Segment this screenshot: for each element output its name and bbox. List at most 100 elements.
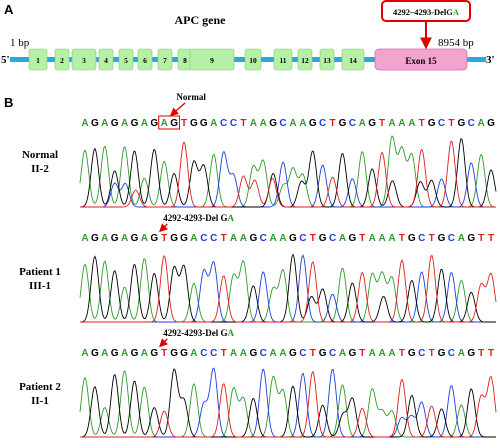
base-letter: A [260, 118, 267, 129]
base-letter: A [101, 233, 108, 244]
base-letter: A [398, 118, 405, 129]
base-letter: C [260, 348, 267, 359]
base-letter: A [339, 233, 346, 244]
base-letter: G [150, 118, 158, 129]
base-letter: C [299, 233, 306, 244]
base-letter: C [448, 348, 455, 359]
base-letter: T [399, 233, 405, 244]
base-letter: A [141, 118, 148, 129]
exon15-label: Exon 15 [405, 56, 437, 66]
base-letter: G [408, 348, 416, 359]
exon-5-label: 5 [124, 56, 128, 65]
panel-a-letter: A [4, 2, 14, 17]
base-letter: G [111, 118, 119, 129]
normal-annotation: Normal [176, 92, 206, 102]
base-letter: T [161, 233, 167, 244]
exon-2-box [54, 48, 70, 71]
base-letter: C [210, 348, 217, 359]
base-letter: T [310, 348, 316, 359]
base-letter: A [279, 233, 286, 244]
deletion-annotation: 4292-4293-Del GA [163, 213, 234, 223]
base-letter: A [270, 348, 277, 359]
base-letter: G [200, 118, 208, 129]
base-letter: T [488, 348, 494, 359]
exon-13-box [319, 48, 335, 71]
track-3-label-line1: Patient 2 [19, 381, 61, 393]
base-letter: A [388, 118, 395, 129]
base-letter: A [289, 118, 296, 129]
base-letter: A [81, 118, 88, 129]
base-letter: T [330, 118, 336, 129]
base-letter: C [448, 233, 455, 244]
base-letter: G [339, 118, 347, 129]
exon-9-label: 9 [210, 56, 214, 65]
base-letter: A [161, 118, 168, 129]
base-letter: A [141, 233, 148, 244]
base-letter: C [279, 118, 286, 129]
trace-T [80, 254, 497, 323]
trace-A [79, 135, 497, 208]
base-letter: G [249, 348, 257, 359]
base-letter: A [270, 233, 277, 244]
track-1-label-line1: Normal [22, 149, 58, 161]
base-letter: A [279, 348, 286, 359]
base-letter: T [429, 348, 435, 359]
base-letter: G [180, 233, 188, 244]
base-letter: A [230, 233, 237, 244]
base-letter: G [190, 118, 198, 129]
base-letter: C [418, 348, 425, 359]
exon-4-label: 4 [104, 56, 108, 65]
base-letter: G [150, 233, 158, 244]
base-letter: G [91, 348, 99, 359]
base-letter: C [210, 233, 217, 244]
base-letter: A [240, 348, 247, 359]
base-letter: A [101, 118, 108, 129]
base-letter: A [250, 118, 257, 129]
base-letter: A [458, 348, 465, 359]
exon-1-box [28, 48, 48, 71]
base-letter: T [221, 348, 227, 359]
base-letter: G [348, 348, 356, 359]
panel-b-letter: B [4, 95, 13, 110]
trace-G [79, 137, 497, 208]
base-letter: A [458, 233, 465, 244]
base-letter: G [289, 348, 297, 359]
base-letter: G [289, 233, 297, 244]
base-letter: G [170, 118, 178, 129]
normal-annotation-arrow [169, 102, 186, 117]
base-letter: A [101, 348, 108, 359]
base-letter: G [467, 348, 475, 359]
exon-6-label: 6 [143, 56, 147, 65]
deletion-annotation-arrow [159, 338, 168, 348]
trace-T [80, 370, 497, 438]
exon-2-label: 2 [60, 56, 64, 65]
base-letter: G [249, 233, 257, 244]
base-letter: A [369, 348, 376, 359]
base-letter: C [230, 118, 237, 129]
trace-C [80, 367, 496, 438]
trace-G [79, 253, 496, 323]
exon-6-box [137, 48, 153, 71]
base-letter: A [369, 233, 376, 244]
exon-12-box [297, 48, 313, 71]
base-letter: G [408, 233, 416, 244]
base-letter: C [299, 348, 306, 359]
base-letter: A [230, 348, 237, 359]
base-letter: T [488, 233, 494, 244]
base-letter: A [388, 233, 395, 244]
base-letter: G [487, 118, 495, 129]
base-letter: A [81, 348, 88, 359]
base-letter: T [221, 233, 227, 244]
base-letter: T [448, 118, 454, 129]
base-letter: T [310, 233, 316, 244]
track-3: Patient 2II-1A G A G A G A G T G G A C C T A A G C A A G C T G C A… [19, 328, 497, 438]
track-2-label-line2: III-1 [29, 280, 51, 292]
base-letter: T [379, 118, 385, 129]
trace-C [80, 150, 496, 208]
base-letter: G [269, 118, 277, 129]
exon-3-box [71, 48, 97, 71]
gene-title: APC gene [175, 13, 227, 27]
